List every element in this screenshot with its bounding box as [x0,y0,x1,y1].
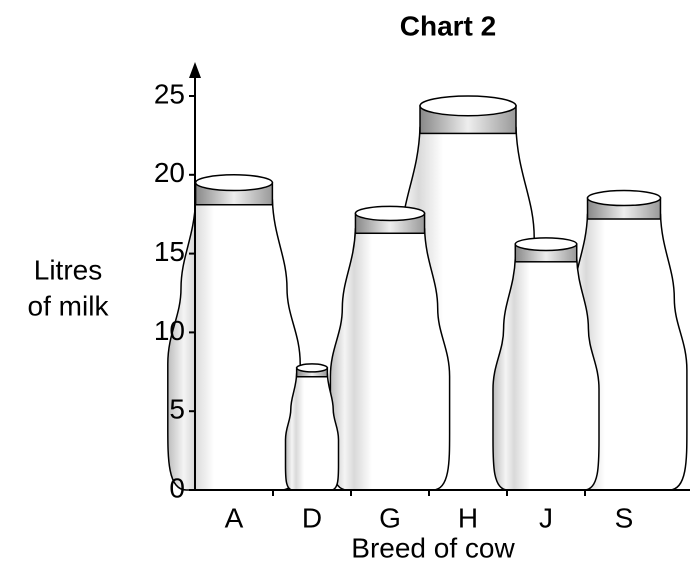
bottle-cap-top [295,363,329,373]
bottle [167,174,301,491]
x-tick-label: D [302,502,322,533]
bottle-cap-top [419,95,517,117]
x-tick-label: A [225,502,244,533]
bottle-body [167,199,301,491]
x-tick-label: J [539,502,553,533]
bottle-cap-top [514,237,578,252]
bottle [492,237,600,491]
plot [167,95,688,491]
bottle [329,205,451,491]
x-tick-label: H [458,502,478,533]
x-axis-label: Breed of cow [351,532,515,563]
bottle-cap-top [586,189,662,207]
y-axis-label: of milk [28,290,110,321]
y-tick-label: 10 [154,315,185,346]
y-axis-arrow [189,62,201,78]
bottle-cap-top [354,205,426,222]
x-tick-label: S [615,502,634,533]
x-tick-label: G [379,502,401,533]
bottle-body [492,257,600,491]
y-axis-label: Litres [34,254,102,285]
y-tick-label: 15 [154,236,185,267]
chart-title: Chart 2 [400,10,496,41]
y-tick-label: 5 [169,394,185,425]
y-tick-label: 0 [169,472,185,503]
bottle-body [284,373,340,491]
y-tick-label: 20 [154,157,185,188]
bottle-cap-top [194,174,274,192]
bottle [284,363,340,491]
y-tick-label: 25 [154,78,185,109]
